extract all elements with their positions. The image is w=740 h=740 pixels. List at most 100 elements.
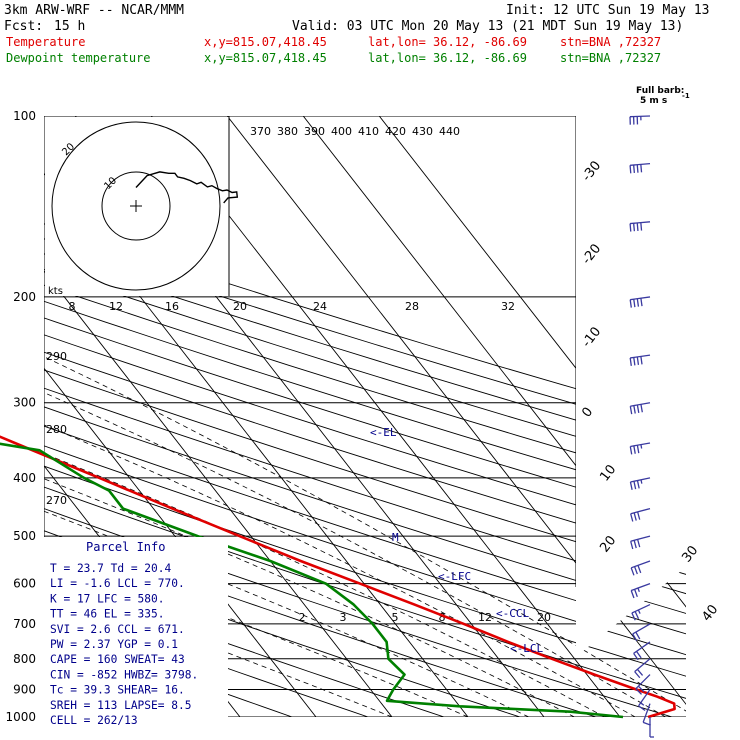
isotherm-line [226,116,686,717]
mixing-ratio-label: 3 [340,611,347,624]
wind-barb [629,115,651,125]
mixing-ratio-label: 8 [69,300,76,313]
dry-adiabat-line [44,116,686,717]
moist-adiabat-line [44,296,636,717]
level-markers: <-EL M <-LFC <-CCL <-LCL [370,426,543,655]
theta-e-label: 290 [46,350,67,363]
wind-barb [634,658,651,679]
mixing-ratio-label: 24 [313,300,327,313]
sounding-series [0,435,676,719]
wind-barb [630,507,651,522]
mixing-ratio-label: 32 [501,300,515,313]
wind-barb [633,641,651,661]
isotherm-label: 30 [679,543,701,565]
legend-temperature-xy: x,y=815.07,418.45 [204,35,327,49]
legend-temperature-latlon: lat,lon= 36.12, -86.69 [368,35,527,49]
mixing-ratio-label: 12 [109,300,123,313]
theta-e-label: 270 [46,494,67,507]
parcel-info-row: CIN = -852 HWBZ= 3798. [50,668,198,681]
wind-barb [649,717,654,738]
valid-time: Valid: 03 UTC Mon 20 May 13 (21 MDT Sun … [292,19,683,34]
fcst-label: Fcst: [4,19,43,34]
wind-barb [629,354,651,366]
mixing-ratio-label: 20 [233,300,247,313]
theta-e-label: 280 [46,423,67,436]
theta-label: 390 [304,125,325,138]
wind-barb [629,442,651,455]
wind-barb [630,583,651,599]
isotherm-label: -10 [579,324,604,350]
isotherm-line [44,116,317,717]
marker-ccl: <-CCL [496,607,529,620]
dry-adiabat-line [44,116,686,717]
barb-key-units: 5 m s [640,96,667,106]
parcel-info-box: Parcel Info T = 23.7 Td = 20.4 LI = -1.6 … [44,537,228,727]
mixing-ratio-label: 12 [478,611,492,624]
marker-lfc: <-LFC [438,570,471,583]
dry-adiabat-line [44,116,686,717]
mixing-ratio-label: 2 [299,611,306,624]
parcel-info-row: Tc = 39.3 SHEAR= 16. [50,684,185,697]
wind-barb [630,535,651,550]
dry-adiabat-line [44,116,686,717]
theta-label: 410 [358,125,379,138]
isotherm-label: 10 [597,462,619,484]
pressure-tick-label: 500 [13,529,36,543]
parcel-info-row: PW = 2.37 YGP = 0.1 [50,638,178,651]
pressure-tick-label: 200 [13,290,36,304]
parcel-info-row: K = 17 LFC = 580. [50,592,165,605]
parcel-info-row: TT = 46 EL = 335. [50,608,165,621]
dry-adiabat-line [44,116,445,717]
barb-key-exp: -1 [682,92,690,100]
legend-temperature-name: Temperature [6,35,85,49]
wind-barbs [629,115,654,738]
dry-adiabat-line [44,116,686,717]
dry-adiabat-line [44,116,686,717]
parcel-info-background [44,537,228,727]
wind-barb [635,674,651,695]
pressure-tick-label: 1000 [5,710,36,724]
init-time: Init: 12 UTC Sun 19 May 13 [506,3,710,18]
mixing-ratio-label: 16 [165,300,179,313]
legend-dewpoint-latlon: lat,lon= 36.12, -86.69 [368,51,527,65]
legend-temperature: Temperature x,y=815.07,418.45 lat,lon= 3… [6,35,661,49]
isotherm-label: 40 [699,602,721,624]
parcel-info-row: SVI = 2.6 CCL = 671. [50,623,185,636]
legend-dewpoint-stn: stn=BNA ,72327 [560,51,661,65]
wind-barb [631,603,651,621]
parcel-info-row: CELL = 262/13 [50,714,138,727]
hodograph-units: kts [48,286,63,297]
legend-dewpoint-name: Dewpoint temperature [6,51,151,65]
mixing-ratio-label: 5 [392,611,399,624]
mixing-ratio-label: 8 [439,611,446,624]
legend-dewpoint: Dewpoint temperature x,y=815.07,418.45 l… [6,51,661,65]
hodograph-ring-20 [51,121,221,291]
isotherm-label: 20 [597,533,619,555]
mixing-ratio-label: 28 [405,300,419,313]
isotherm-label: 0 [579,405,596,421]
wind-barb [629,296,651,308]
theta-label: 380 [277,125,298,138]
pressure-tick-label: 400 [13,471,36,485]
theta-label: 400 [331,125,352,138]
marker-el: <-EL [370,426,397,439]
parcel-info-row: SREH = 113 LAPSE= 8.5 [50,699,191,712]
isotherm-label: -20 [579,241,604,267]
dry-adiabat-line [44,116,686,717]
wind-barb [629,402,651,415]
isotherm-line [44,116,393,717]
parcel-info-row: LI = -1.6 LCL = 770. [50,577,185,590]
isotherm-line [0,116,12,717]
parcel-info-row: CAPE = 160 SWEAT= 43 [50,653,185,666]
pressure-tick-label: 600 [13,577,36,591]
pressure-tick-label: 700 [13,617,36,631]
theta-label: 370 [250,125,271,138]
marker-m: M [392,531,399,544]
dry-adiabat-line [44,116,686,717]
wind-barb [629,162,651,174]
moist-adiabat-line [44,296,666,717]
wind-barb [630,560,651,576]
dry-adiabat-line [44,116,686,717]
mixing-ratio-label: 20 [537,611,551,624]
